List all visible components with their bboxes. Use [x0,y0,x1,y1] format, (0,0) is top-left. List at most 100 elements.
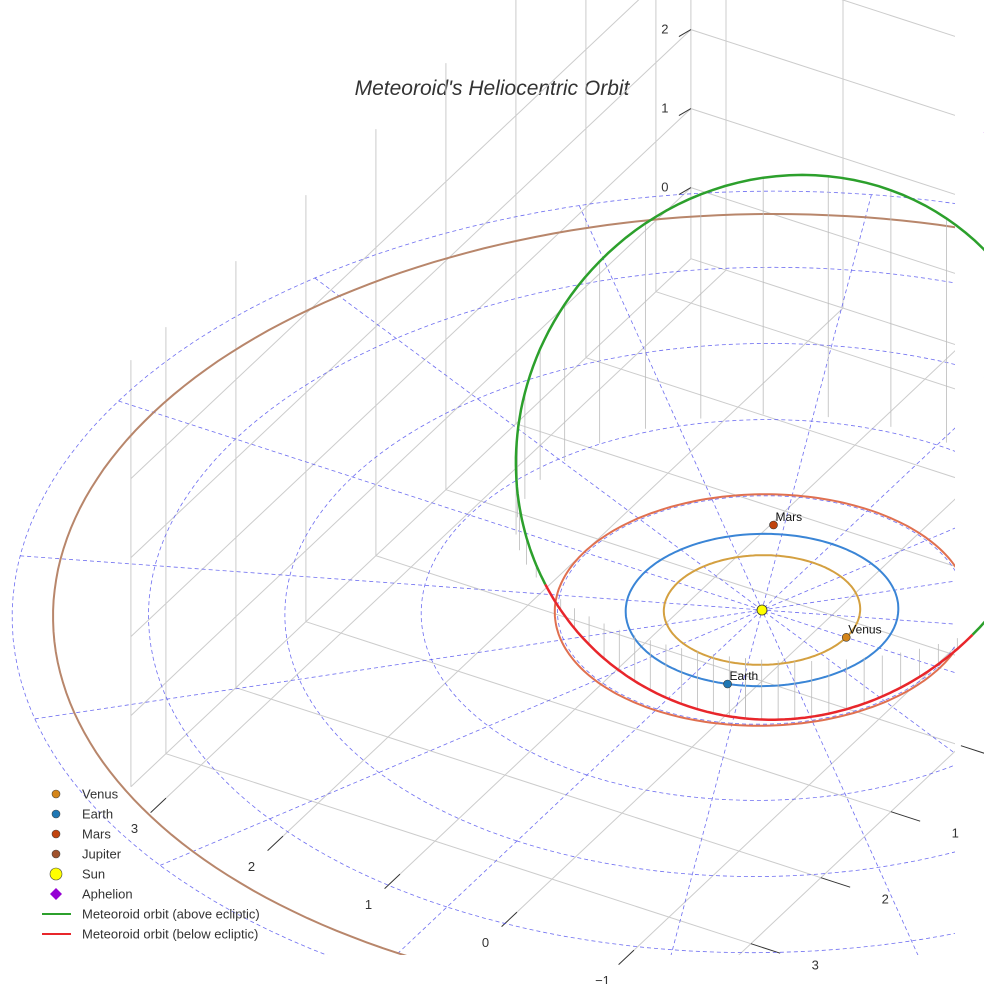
x-tick-label: 3 [812,958,819,973]
floor-edge [130,258,692,788]
legend-symbol [50,888,62,900]
x-tick-mark [750,943,781,954]
x-tick-mark [820,877,851,888]
floor-gridline [165,269,727,799]
legend-item: Aphelion [50,887,133,902]
wall-gridline [690,108,955,195]
wall-gridline [690,187,955,274]
planet-mars-label: Mars [776,510,803,524]
legend-label: Venus [82,787,119,802]
planet-orbits [52,212,955,955]
axis-box [130,0,955,955]
legend-symbol [51,789,61,799]
legend-symbol [51,849,61,859]
y-tick-label: −1 [595,973,610,984]
y-tick-mark [501,911,518,927]
orbit-below-ecliptic [745,633,974,721]
floor-edge [690,258,955,346]
floor-gridline [399,350,955,875]
floor-gridline [235,687,822,879]
grid-ring [557,495,955,725]
legend-item: Venus [51,787,119,802]
grid-spoke [395,427,955,955]
z-tick-label: 0 [661,180,668,195]
y-tick-mark [618,949,635,965]
floor-gridline [516,498,955,913]
sun-marker [756,604,768,616]
planet-venus-marker [841,633,851,642]
orbit-mars [553,493,955,727]
z-tick-mark [678,187,692,196]
y-tick-label: 0 [482,935,489,950]
y-tick-label: 3 [131,821,138,836]
grid-ring [11,190,955,955]
orbit-jupiter [52,212,955,955]
y-tick-mark [150,797,167,813]
legend-item: Meteoroid orbit (above ecliptic) [42,907,260,922]
wall-gridline [130,108,692,637]
legend-item: Jupiter [51,847,122,862]
z-tick-label: 1 [661,101,668,116]
grid-spoke [20,555,955,625]
legend-symbol [51,809,61,819]
x-tick-mark [960,745,984,754]
markers: Venus Earth Mars [723,131,984,689]
floor-gridline [165,753,752,945]
legend-label: Meteoroid orbit (below ecliptic) [82,927,258,942]
chart-title: Meteoroid's Heliocentric Orbit [355,77,631,100]
planet-venus-label: Venus [848,622,881,636]
x-tick-mark [890,811,921,822]
planet-earth-label: Earth [730,669,759,683]
grid-spoke [34,580,955,720]
floor-gridline [585,357,955,479]
grid-ring [148,266,955,954]
y-tick-mark [384,873,401,889]
y-tick-mark [267,835,284,851]
legend-item: Meteoroid orbit (below ecliptic) [42,927,258,942]
grid-spoke [118,400,955,674]
floor-gridline [445,489,955,656]
legend-label: Jupiter [82,847,122,862]
floor-gridline [515,423,955,567]
ecliptic-grid [11,190,955,955]
meteoroid-orbit [514,173,984,721]
legend-symbol [49,867,63,881]
orbit-venus [662,554,862,666]
grid-spoke [578,205,919,955]
legend-label: Meteoroid orbit (above ecliptic) [82,907,260,922]
legend-label: Earth [82,807,113,822]
legend-item: Sun [49,867,105,882]
z-tick-mark [678,29,692,38]
floor-gridline [655,291,955,390]
grid-spoke [670,194,872,955]
x-tick-label: 2 [882,892,889,907]
orbit-earth [624,532,900,688]
wall-gridline [690,29,955,116]
wall-gridline [841,0,955,37]
floor-gridline [633,646,955,951]
orbit-below-ecliptic [544,583,746,720]
x-tick-label: 1 [952,826,959,841]
grid-spoke [314,277,955,754]
floor-gridline [282,307,844,837]
legend-symbol [51,829,61,839]
wall-gridline [130,29,692,558]
planet-mars-marker [769,520,778,530]
legend-label: Sun [82,867,105,882]
floor-gridline [305,621,892,813]
floor-edge [738,750,955,955]
legend-label: Aphelion [82,887,133,902]
z-tick-mark [678,108,692,117]
legend: Venus Earth Mars Jupiter Sun Aphelion Meteoroi… [42,787,260,942]
wall-gridline [130,0,640,479]
grid-ring [284,342,955,878]
orbit-drop-lines [515,176,958,720]
legend-label: Mars [82,827,111,842]
legend-item: Earth [51,807,113,822]
planet-earth-marker [723,679,732,689]
z-tick-label: 2 [661,22,668,37]
floor-gridline [375,555,955,745]
legend-item: Mars [51,827,111,842]
